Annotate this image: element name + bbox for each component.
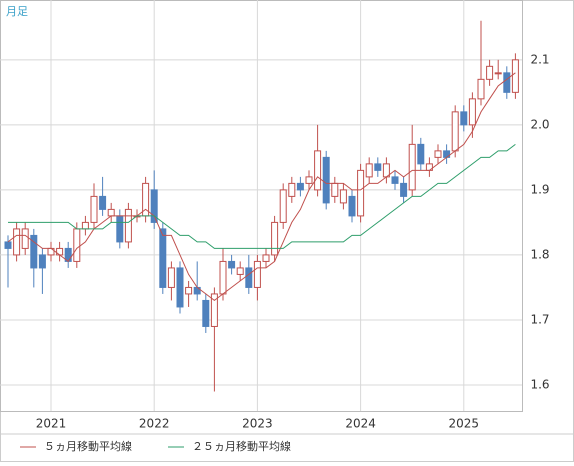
candle-body — [210, 293, 218, 327]
y-tick-label: 1.6 — [530, 377, 549, 391]
legend-label: ２５ヵ月移動平均線 — [192, 439, 291, 453]
candle-body — [90, 195, 98, 223]
candle-body — [4, 241, 12, 249]
candle-body — [150, 189, 158, 223]
y-tick-label: 1.8 — [530, 247, 549, 261]
candle-body — [21, 228, 29, 249]
candle-body — [503, 72, 511, 93]
candle-body — [460, 111, 468, 126]
candle-body — [13, 228, 21, 256]
candle-body — [305, 176, 313, 184]
y-tick-label: 2.0 — [530, 117, 549, 131]
candle-body — [477, 78, 485, 100]
candle-body — [99, 195, 107, 210]
candle-body — [30, 234, 38, 269]
candle-body — [374, 163, 382, 171]
candle-body — [228, 260, 236, 269]
candle-body — [365, 163, 373, 178]
candle-body — [288, 182, 296, 197]
candle-body — [434, 150, 442, 158]
candle-body — [339, 189, 347, 204]
candle-body — [236, 267, 244, 275]
y-tick-label: 1.7 — [530, 312, 549, 326]
candle-body — [116, 215, 124, 243]
y-tick-label: 1.9 — [530, 182, 549, 196]
candle-body — [331, 182, 339, 197]
candle-body — [357, 169, 365, 217]
candle-body — [159, 228, 167, 288]
x-tick-label: 2023 — [242, 417, 273, 431]
candle-body — [107, 208, 115, 217]
candle-body — [245, 267, 253, 288]
x-tick-label: 2022 — [139, 417, 170, 431]
candle-body — [271, 221, 279, 256]
candle-body — [296, 182, 304, 191]
candle-body — [494, 72, 502, 75]
x-tick-label: 2025 — [449, 417, 480, 431]
candle-body — [253, 260, 261, 288]
y-tick-label: 2.1 — [530, 52, 549, 66]
candle-body — [38, 254, 46, 269]
candle-body — [314, 150, 322, 191]
plot-area — [0, 0, 523, 412]
candle-body — [81, 221, 89, 230]
candle-body — [408, 143, 416, 191]
candle-body — [486, 65, 494, 80]
candle-body — [262, 254, 270, 262]
candle-body — [468, 98, 476, 126]
candle-body — [451, 111, 459, 152]
moving-average-line — [8, 144, 516, 249]
subtitle: 月足 — [6, 5, 28, 18]
candle-body — [400, 182, 408, 197]
x-tick-label: 2021 — [36, 417, 67, 431]
candle-body — [279, 189, 287, 223]
moving-average-line — [7, 72, 516, 302]
candle-body — [219, 260, 227, 295]
candle-body — [124, 208, 132, 243]
candle-body — [167, 267, 175, 288]
candle-body — [202, 299, 210, 327]
candle-body — [176, 267, 184, 308]
x-tick-label: 2024 — [345, 417, 376, 431]
candle-body — [511, 59, 519, 93]
candle-body — [322, 156, 330, 204]
candle-body — [391, 176, 399, 184]
legend-label: ５ヵ月移動平均線 — [44, 439, 132, 453]
candle-body — [73, 228, 81, 262]
candle-body — [417, 143, 425, 165]
candle-body — [348, 195, 356, 217]
candle-body — [185, 286, 193, 295]
candle-body — [56, 247, 64, 256]
